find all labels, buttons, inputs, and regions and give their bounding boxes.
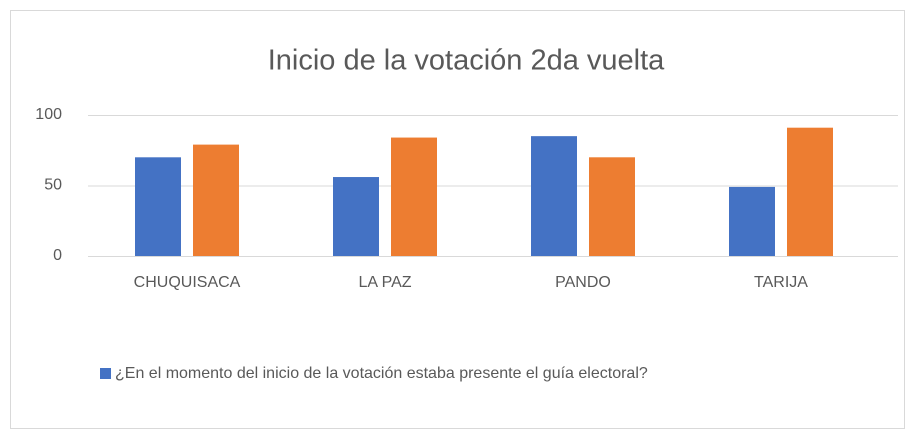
chart-title: Inicio de la votación 2da vuelta <box>268 45 665 77</box>
bar <box>391 137 437 256</box>
bar <box>333 177 379 256</box>
y-tick-label: 0 <box>53 247 62 264</box>
y-tick-label: 50 <box>44 177 62 194</box>
x-tick-label: TARIJA <box>754 274 808 291</box>
legend-label: ¿En el momento del inicio de la votación… <box>115 365 648 382</box>
bar <box>135 157 181 256</box>
x-tick-label: CHUQUISACA <box>134 274 241 291</box>
bar <box>589 157 635 256</box>
bar <box>729 186 775 256</box>
bar <box>193 144 239 256</box>
x-tick-label: LA PAZ <box>358 274 411 291</box>
bar <box>531 136 577 256</box>
y-tick-label: 100 <box>35 106 62 123</box>
x-tick-label: PANDO <box>555 274 611 291</box>
legend-swatch <box>100 368 111 379</box>
bar <box>787 127 833 256</box>
